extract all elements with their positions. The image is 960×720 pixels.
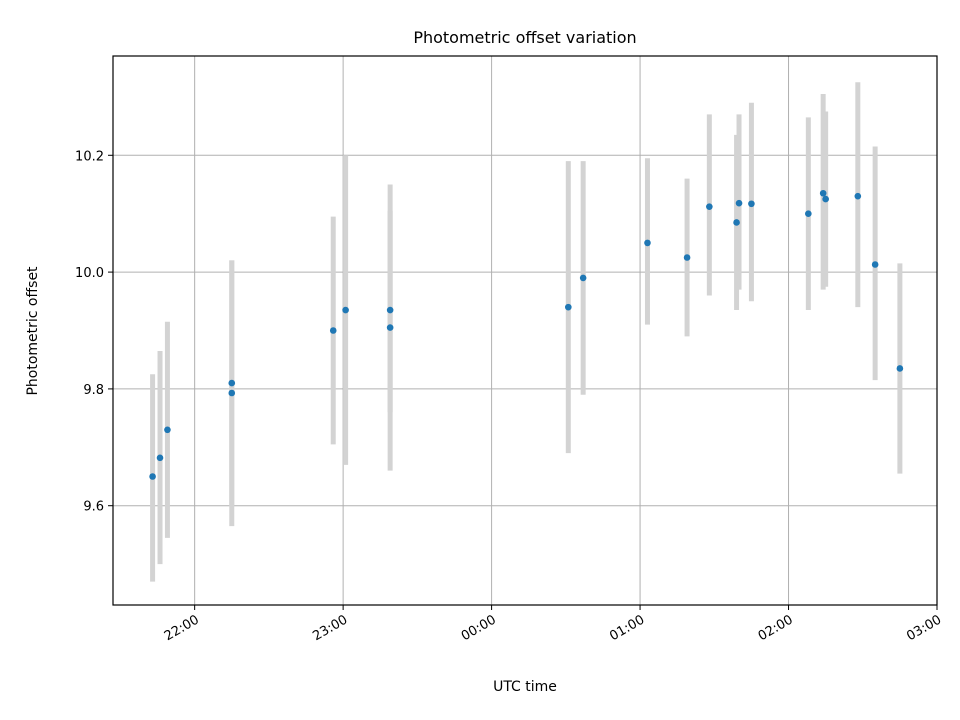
data-point [156, 454, 164, 462]
x-tick-label: 01:00 [607, 612, 647, 644]
x-axis-ticks: 22:00 23:00 00:00 01:00 02:00 03:00 [162, 605, 944, 644]
y-axis-label: Photometric offset [25, 266, 41, 396]
data-point [871, 261, 879, 268]
data-point [706, 203, 713, 210]
x-axis-label: UTC time [493, 679, 557, 695]
y-tick-label: 9.8 [83, 383, 104, 398]
data-point [565, 303, 572, 311]
data-point [748, 200, 755, 208]
data-points [149, 189, 904, 480]
data-point [329, 327, 337, 334]
data-point [386, 324, 394, 331]
data-point [854, 192, 862, 200]
y-tick-label: 10.2 [75, 149, 104, 164]
data-point [149, 473, 156, 480]
data-point [228, 379, 236, 387]
data-point [896, 365, 904, 372]
x-tick-label: 22:00 [162, 612, 202, 644]
chart-title: Photometric offset variation [413, 28, 636, 47]
y-tick-label: 9.6 [83, 500, 104, 515]
data-point [228, 389, 236, 397]
data-point [805, 210, 812, 217]
x-tick-label: 03:00 [904, 612, 944, 644]
plot-frame [112, 55, 938, 606]
grid-lines [113, 56, 938, 605]
data-point [579, 274, 587, 282]
data-point [735, 199, 743, 207]
data-point [644, 239, 651, 247]
data-point [342, 306, 349, 314]
data-point [683, 254, 691, 261]
y-axis-ticks: 9.6 9.8 10.0 10.2 [75, 149, 113, 515]
data-point [733, 219, 740, 226]
data-point [819, 189, 827, 197]
x-tick-label: 00:00 [459, 612, 499, 644]
x-tick-label: 23:00 [310, 612, 350, 644]
data-point [164, 426, 171, 434]
y-tick-label: 10.0 [75, 266, 104, 281]
data-point [822, 195, 829, 203]
data-point [386, 306, 394, 314]
x-tick-label: 02:00 [756, 612, 796, 644]
error-bars [150, 82, 903, 582]
